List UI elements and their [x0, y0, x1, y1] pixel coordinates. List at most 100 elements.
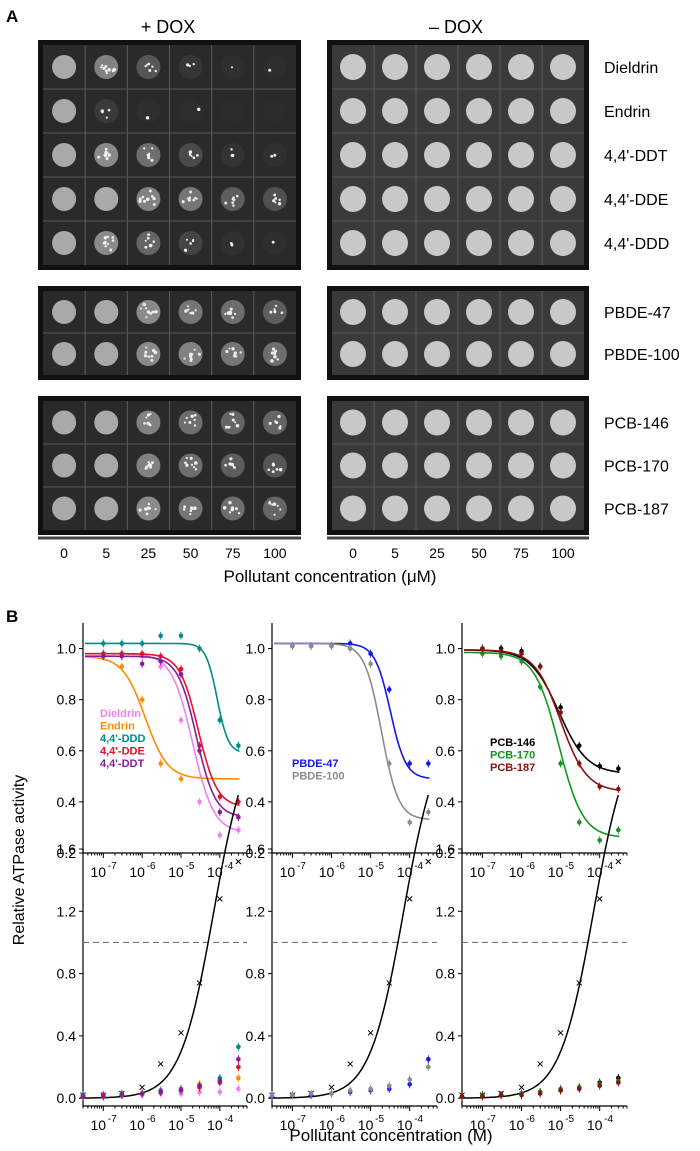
colony-spot-plus: [94, 300, 119, 324]
colony-speck: [107, 108, 111, 112]
concentration-label-25: 25: [429, 545, 445, 561]
row-label-pbde-100: PBDE-100: [604, 347, 680, 364]
data-point-4-4-ddt: [101, 1094, 106, 1099]
colony-speck: [231, 347, 235, 351]
colony-speck: [104, 244, 107, 248]
concentration-label-100: 100: [263, 545, 287, 561]
legend-pcb-146: PCB-146: [490, 737, 535, 749]
colony-speck: [193, 348, 196, 351]
colony-spot: [340, 142, 366, 168]
x-tick-exponent: -7: [108, 1114, 117, 1125]
colony-spot: [550, 341, 576, 367]
colony-spot-plus: [136, 410, 161, 435]
colony-speck: [233, 312, 237, 316]
panel-b-xlabel: Pollutant concentration (M): [289, 1126, 492, 1145]
y-tick-label: 0.0: [57, 1090, 77, 1106]
colony-speck: [270, 359, 274, 363]
colony-speck: [148, 243, 153, 248]
colony-speck: [144, 245, 148, 249]
data-point-endrin: [178, 776, 184, 782]
data-point-pbde-100: [386, 1083, 392, 1089]
colony-speck: [197, 107, 201, 112]
x-tick-label: 10: [129, 1117, 145, 1133]
colony-spot-minus: [466, 299, 492, 325]
colony-spot: [466, 54, 492, 80]
data-point-pbde-100: [426, 1064, 431, 1070]
colony-speck: [183, 421, 187, 424]
y-tick-label: 0.2: [246, 845, 266, 861]
colony-spot: [94, 496, 119, 521]
colony-speck: [150, 358, 154, 362]
colony-speck: [104, 69, 108, 73]
reference-point: [425, 858, 432, 865]
colony-speck: [194, 309, 197, 312]
colony-speck: [184, 309, 188, 313]
reference-point: [518, 1084, 525, 1091]
data-point-pbde-47: [347, 641, 353, 646]
colony-spot-minus: [508, 142, 534, 168]
row-label-pbde-47: PBDE-47: [604, 305, 671, 322]
colony-speck: [188, 421, 192, 424]
colony-spot-plus: [220, 231, 245, 255]
colony-spot-plus: [52, 55, 77, 79]
colony-speck: [182, 508, 186, 511]
colony-spot-minus: [466, 54, 492, 80]
colony-speck: [235, 507, 238, 511]
colony-spot-plus: [220, 143, 245, 167]
colony-spot-plus: [178, 143, 203, 167]
colony-speck: [189, 242, 192, 245]
data-point-pcb-146: [558, 705, 563, 710]
colony-spot-plus: [220, 410, 245, 435]
data-point-pcb-187: [537, 664, 543, 669]
colony-speck: [230, 66, 234, 69]
colony-spot: [340, 409, 366, 436]
colony-speck: [268, 68, 272, 72]
colony-spot: [508, 299, 534, 325]
panel-a-label: A: [6, 7, 18, 26]
colony-speck: [183, 248, 188, 252]
colony-spot: [262, 496, 287, 521]
colony-speck: [138, 508, 142, 512]
data-point-pcb-170: [537, 684, 543, 690]
colony-speck: [233, 351, 238, 355]
colony-speck: [147, 506, 150, 509]
colony-spot-minus: [466, 452, 492, 479]
colony-speck: [152, 240, 156, 243]
colony-speck: [192, 312, 195, 315]
colony-speck: [154, 508, 157, 511]
data-point-pbde-100: [407, 820, 412, 825]
colony-spot: [52, 55, 77, 79]
x-tick-exponent: -6: [526, 1114, 535, 1125]
colony-speck: [145, 346, 148, 349]
plus-dox-title: + DOX: [141, 17, 196, 37]
colony-speck: [105, 71, 108, 75]
colony-speck: [224, 312, 227, 316]
row-label-dieldrin: Dieldrin: [604, 60, 658, 77]
data-point-dieldrin: [236, 1086, 241, 1092]
colony-spot-plus: [94, 342, 119, 366]
colony-speck: [188, 150, 193, 154]
colony-spot: [508, 495, 534, 522]
colony-speck: [104, 65, 108, 68]
colony-spot-plus: [136, 143, 161, 167]
colony-speck: [231, 508, 235, 512]
colony-spot: [508, 409, 534, 436]
colony-spot: [382, 142, 408, 168]
colony-speck: [104, 147, 108, 151]
colony-spot: [466, 230, 492, 256]
row-label-endrin: Endrin: [604, 104, 650, 121]
x-tick-label: 10: [548, 864, 564, 880]
legend-pcb-170: PCB-170: [490, 750, 535, 762]
y-tick-label: 1.0: [436, 641, 456, 657]
data-point-pcb-146: [576, 743, 582, 748]
legend-4-4-ddd: 4,4'-DDD: [100, 733, 145, 745]
colony-speck: [189, 509, 193, 513]
data-point-4-4-ddd: [197, 646, 202, 651]
data-point-pcb-187: [576, 761, 582, 766]
data-point-4-4-dde: [158, 653, 163, 659]
colony-speck: [146, 236, 150, 240]
data-point-pbde-47: [407, 761, 412, 766]
fit-curve-4-4-ddd: [84, 642, 240, 753]
colony-speck: [227, 310, 231, 314]
colony-spot: [550, 186, 576, 212]
